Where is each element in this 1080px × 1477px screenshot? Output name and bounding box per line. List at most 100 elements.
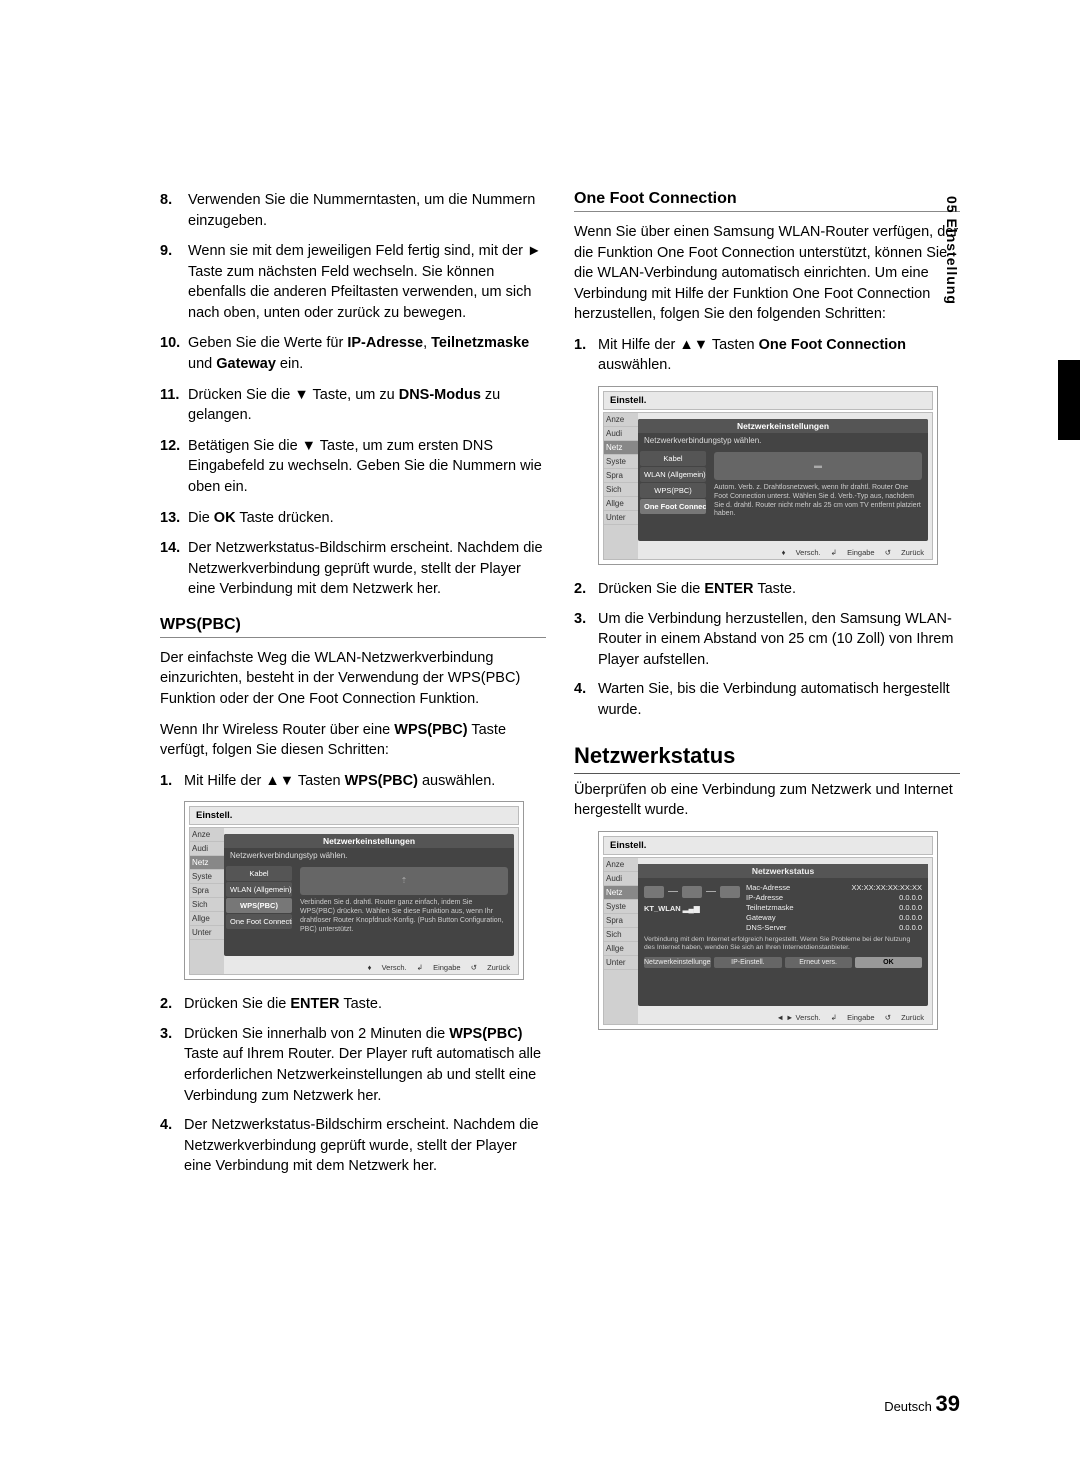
option-item: WLAN (Allgemein) (226, 882, 292, 897)
sidebar-item: Audi (604, 427, 638, 441)
sidebar-item: Audi (190, 842, 224, 856)
sidebar-item: Unter (604, 956, 638, 970)
sidebar-item: Unter (190, 926, 224, 940)
list-item: 10.Geben Sie die Werte für IP-Adresse, T… (160, 333, 546, 374)
wifi-icon (644, 886, 664, 898)
enter-icon: ↲ (831, 548, 837, 557)
screenshot-ofc: Einstell. AnzeAudiNetzSysteSpraSichAllge… (598, 386, 938, 565)
sidebar-item: Spra (604, 469, 638, 483)
ofc-para-1: Wenn Sie über einen Samsung WLAN-Router … (574, 222, 960, 325)
wps-para-1: Der einfachste Weg die WLAN-Netzwerkverb… (160, 648, 546, 710)
scr-modal-title: Netzwerkeinstellungen (638, 419, 928, 433)
scr-modal-sub: Netzwerkverbindungstyp wählen. (638, 433, 928, 448)
scr-title: Einstell. (603, 391, 933, 410)
status-button: Netzwerkeinstellungen (644, 957, 711, 968)
list-item: 2.Drücken Sie die ENTER Taste. (160, 994, 546, 1015)
list-item: 2.Drücken Sie die ENTER Taste. (574, 579, 960, 600)
return-icon: ↺ (885, 548, 891, 557)
list-item: 8.Verwenden Sie die Nummerntasten, um di… (160, 190, 546, 231)
status-button: OK (855, 957, 922, 968)
enter-icon: ↲ (417, 963, 423, 972)
scr-footer: ♦ Versch. ↲ Eingabe ↺ Zurück (360, 963, 510, 972)
ssid-label: KT_WLAN ▂▄▆ (644, 904, 740, 913)
option-item: Kabel (226, 866, 292, 881)
sidebar-item: Netz (190, 856, 224, 870)
router-icon: ⇡ (300, 867, 508, 895)
scr-footer: ♦ Versch. ↲ Eingabe ↺ Zurück (774, 548, 924, 557)
list-item: 11.Drücken Sie die ▼ Taste, um zu DNS-Mo… (160, 385, 546, 426)
enter-icon: ↲ (831, 1013, 837, 1022)
status-row: DNS-Server0.0.0.0 (746, 923, 922, 932)
sidebar-item: Syste (604, 900, 638, 914)
ofc-heading: One Foot Connection (574, 190, 960, 212)
status-button: Erneut vers. (785, 957, 852, 968)
sidebar-item: Sich (190, 898, 224, 912)
scr-desc-text: Verbinden Sie d. drahtl. Router ganz ein… (300, 899, 508, 934)
status-row: Teilnetzmaske0.0.0.0 (746, 903, 922, 912)
wps-para-2: Wenn Ihr Wireless Router über eine WPS(P… (160, 720, 546, 761)
list-item: 12.Betätigen Sie die ▼ Taste, um zum ers… (160, 436, 546, 498)
list-item: 9.Wenn sie mit dem jeweiligen Feld ferti… (160, 241, 546, 323)
status-message: Verbindung mit dem Internet erfolgreich … (644, 936, 922, 953)
list-item: 4.Der Netzwerkstatus-Bildschirm erschein… (160, 1115, 546, 1177)
sidebar-item: Syste (190, 870, 224, 884)
scr-desc-text: Autom. Verb. z. Drahtlosnetzwerk, wenn I… (714, 484, 922, 519)
sidebar-item: Sich (604, 928, 638, 942)
scr-title: Einstell. (189, 806, 519, 825)
scr-title: Einstell. (603, 836, 933, 855)
sidebar-item: Spra (604, 914, 638, 928)
sidebar-item: Allge (604, 497, 638, 511)
wps-heading: WPS(PBC) (160, 616, 546, 638)
sidebar-item: Anze (604, 858, 638, 872)
right-column: One Foot Connection Wenn Sie über einen … (574, 190, 960, 1186)
sidebar-item: Netz (604, 886, 638, 900)
move-icon: ♦ (782, 548, 786, 557)
status-row: IP-Adresse0.0.0.0 (746, 893, 922, 902)
list-item: 3.Um die Verbindung herzustellen, den Sa… (574, 609, 960, 671)
netstatus-heading: Netzwerkstatus (574, 743, 960, 774)
sidebar-item: Syste (604, 455, 638, 469)
sidebar-item: Anze (190, 828, 224, 842)
netstatus-para: Überprüfen ob eine Verbindung zum Netzwe… (574, 780, 960, 821)
option-item: WPS(PBC) (226, 898, 292, 913)
scr-footer: ◄ ► Versch. ↲ Eingabe ↺ Zurück (769, 1013, 924, 1022)
left-column: 8.Verwenden Sie die Nummerntasten, um di… (160, 190, 546, 1186)
list-item: 13.Die OK Taste drücken. (160, 508, 546, 529)
signal-icon: ▂▄▆ (683, 904, 700, 913)
sidebar-item: Spra (190, 884, 224, 898)
return-icon: ↺ (885, 1013, 891, 1022)
status-button: IP-Einstell. (714, 957, 781, 968)
sidebar-item: Anze (604, 413, 638, 427)
status-row: Mac-AdresseXX:XX:XX:XX:XX:XX (746, 883, 922, 892)
sidebar-item: Allge (190, 912, 224, 926)
list-item: 1.Mit Hilfe der ▲▼ Tasten One Foot Conne… (574, 335, 960, 376)
screenshot-wps: Einstell. AnzeAudiNetzSysteSpraSichAllge… (184, 801, 524, 980)
option-item: WPS(PBC) (640, 483, 706, 498)
sidebar-item: Netz (604, 441, 638, 455)
option-item: WLAN (Allgemein) (640, 467, 706, 482)
list-item: 3.Drücken Sie innerhalb von 2 Minuten di… (160, 1024, 546, 1106)
margin-tab (1058, 360, 1080, 440)
list-item: 14.Der Netzwerkstatus-Bildschirm erschei… (160, 538, 546, 600)
move-icon: ♦ (368, 963, 372, 972)
scr-status-title: Netzwerkstatus (638, 864, 928, 878)
router-icon (682, 886, 702, 898)
sidebar-item: Audi (604, 872, 638, 886)
router-icon: ▬ (714, 452, 922, 480)
list-item: 4.Warten Sie, bis die Verbindung automat… (574, 679, 960, 720)
option-item: One Foot Connection (640, 499, 706, 514)
screenshot-netstatus: Einstell. AnzeAudiNetzSysteSpraSichAllge… (598, 831, 938, 1030)
list-item: 1.Mit Hilfe der ▲▼ Tasten WPS(PBC) auswä… (160, 771, 546, 792)
side-tab: 05 Einstellung (944, 196, 960, 305)
sidebar-item: Allge (604, 942, 638, 956)
sidebar-item: Unter (604, 511, 638, 525)
return-icon: ↺ (471, 963, 477, 972)
scr-modal-sub: Netzwerkverbindungstyp wählen. (224, 848, 514, 863)
option-item: One Foot Connection (226, 914, 292, 929)
globe-icon (720, 886, 740, 898)
page-footer: Deutsch 39 (884, 1391, 960, 1417)
option-item: Kabel (640, 451, 706, 466)
scr-modal-title: Netzwerkeinstellungen (224, 834, 514, 848)
status-row: Gateway0.0.0.0 (746, 913, 922, 922)
sidebar-item: Sich (604, 483, 638, 497)
